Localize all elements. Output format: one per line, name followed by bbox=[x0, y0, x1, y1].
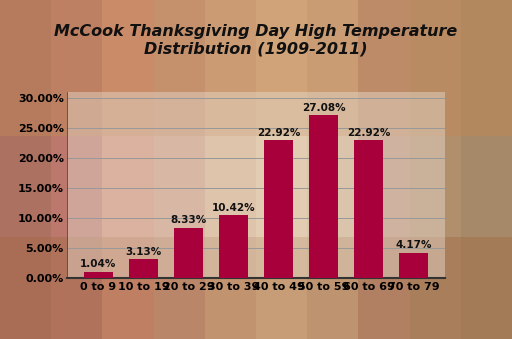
Text: 4.17%: 4.17% bbox=[395, 240, 432, 251]
Bar bbox=[410, 0, 461, 339]
Bar bbox=[0, 0, 512, 136]
Bar bbox=[256, 0, 307, 339]
Bar bbox=[264, 140, 293, 278]
Text: 27.08%: 27.08% bbox=[302, 103, 346, 113]
Bar bbox=[399, 253, 428, 278]
Text: 22.92%: 22.92% bbox=[347, 128, 390, 138]
Text: 8.33%: 8.33% bbox=[170, 216, 206, 225]
Bar bbox=[102, 0, 154, 339]
Bar bbox=[129, 259, 158, 278]
Text: 1.04%: 1.04% bbox=[80, 259, 117, 269]
Bar bbox=[219, 215, 248, 278]
Bar bbox=[84, 272, 113, 278]
Text: 10.42%: 10.42% bbox=[211, 203, 255, 213]
Bar bbox=[461, 0, 512, 339]
Bar bbox=[174, 228, 203, 278]
Bar bbox=[307, 0, 358, 339]
Bar bbox=[154, 0, 205, 339]
Bar bbox=[51, 0, 102, 339]
Bar bbox=[358, 0, 410, 339]
Bar bbox=[0, 0, 51, 339]
Bar bbox=[354, 140, 383, 278]
Bar bbox=[309, 115, 338, 278]
Bar bbox=[205, 0, 256, 339]
Text: 3.13%: 3.13% bbox=[125, 247, 162, 257]
Bar bbox=[0, 237, 512, 339]
Text: McCook Thanksgiving Day High Temperature
Distribution (1909-2011): McCook Thanksgiving Day High Temperature… bbox=[54, 24, 458, 56]
Text: 22.92%: 22.92% bbox=[257, 128, 300, 138]
